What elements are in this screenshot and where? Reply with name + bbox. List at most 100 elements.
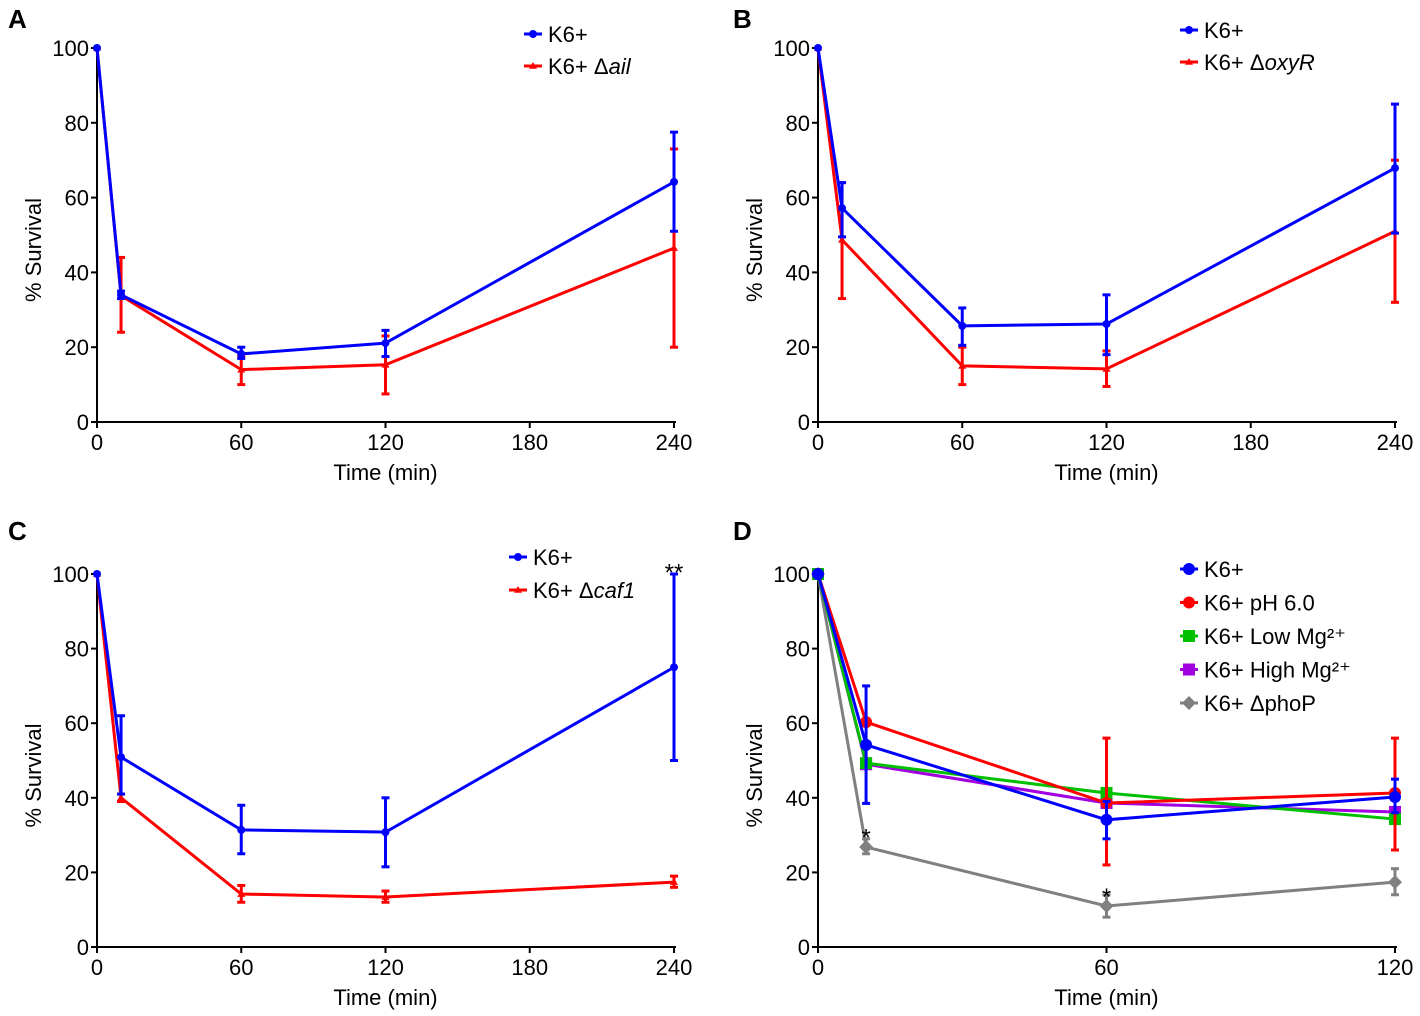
data-point: [859, 840, 874, 855]
data-point: [93, 44, 101, 52]
x-tick-label: 0: [91, 430, 103, 455]
data-point: [381, 360, 390, 368]
y-tick-label: 80: [786, 111, 810, 136]
data-point: [1389, 791, 1401, 804]
legend-item: K6+ ΔoxyR: [1180, 50, 1315, 75]
data-point: [381, 339, 390, 348]
y-tick-label: 20: [65, 335, 89, 360]
y-tick-label: 40: [786, 260, 810, 285]
series-line: [816, 573, 1396, 822]
series-line: [95, 47, 675, 356]
y-tick-label: 60: [65, 711, 89, 736]
panel-D: D 0 20 40 60 80 100 0 60 120 Time (min) % Survival K…: [733, 516, 1413, 1010]
y-tick-label: 20: [786, 860, 810, 885]
data-point: [838, 235, 847, 243]
data-point: [1102, 320, 1111, 329]
x-tick-label: 240: [1377, 430, 1414, 455]
data-point: [1391, 164, 1399, 173]
legend-marker: [1183, 563, 1195, 575]
y-axis-title: % Survival: [742, 724, 767, 828]
data-point: [117, 753, 126, 762]
series-0: [93, 44, 678, 360]
x-tick-label: 180: [511, 430, 548, 455]
x-axis-title: Time (min): [333, 985, 437, 1010]
legend-label: K6+ High Mg²⁺: [1204, 658, 1351, 683]
x-tick-label: 120: [1088, 430, 1125, 455]
x-tick-label: 0: [812, 430, 824, 455]
series-line: [816, 573, 1396, 805]
series-0: [812, 568, 1401, 841]
legend-item: K6+ High Mg²⁺: [1180, 658, 1351, 683]
series-line: [816, 573, 1396, 821]
legend-label: K6+ pH 6.0: [1204, 591, 1315, 616]
legend-marker: [1183, 630, 1195, 642]
x-tick-label: 240: [656, 955, 693, 980]
x-axis-title: Time (min): [333, 460, 437, 485]
panel-B: B 0 20 40 60 80 100 0 60 120 180 240 Time (min) % Sur…: [733, 4, 1413, 485]
legend-marker: [514, 553, 522, 561]
data-point: [117, 793, 126, 801]
y-axis-title: % Survival: [21, 198, 46, 302]
series-0: [93, 570, 678, 869]
legend-marker: [1183, 596, 1195, 609]
x-tick-label: 60: [229, 430, 253, 455]
legend-item: K6+ Δcaf1: [509, 578, 635, 603]
data-point: [1388, 875, 1402, 890]
significance-annotation: **: [665, 560, 684, 587]
legend-item: K6+ Low Mg²⁺: [1180, 624, 1346, 649]
x-tick-label: 180: [1232, 430, 1269, 455]
legend-marker: [1182, 696, 1196, 710]
y-tick-label: 0: [798, 935, 810, 960]
panel-C: C 0 20 40 60 80 100 0 60 120 180 240 Time (min) % Sur…: [8, 516, 692, 1010]
y-tick-label: 20: [65, 860, 89, 885]
y-tick-label: 0: [798, 410, 810, 435]
y-tick-label: 100: [773, 562, 810, 587]
y-tick-label: 0: [77, 410, 89, 435]
y-tick-label: 100: [52, 562, 89, 587]
data-point: [670, 177, 678, 186]
y-tick-label: 100: [52, 36, 89, 61]
y-tick-label: 80: [65, 111, 89, 136]
x-tick-label: 240: [656, 430, 693, 455]
data-point: [381, 828, 390, 837]
legend-item: K6+ pH 6.0: [1180, 591, 1315, 616]
y-tick-label: 40: [786, 786, 810, 811]
y-tick-label: 60: [786, 186, 810, 211]
series-line: [95, 573, 675, 834]
y-tick-label: 80: [65, 637, 89, 662]
x-tick-label: 60: [950, 430, 974, 455]
legend-label: K6+: [1204, 18, 1244, 43]
legend-marker: [514, 586, 522, 593]
data-point: [117, 290, 126, 299]
data-point: [670, 878, 678, 885]
series-line: [816, 47, 1396, 328]
legend-item: K6+: [524, 22, 588, 47]
data-point: [237, 349, 246, 358]
significance-annotation: *: [1102, 884, 1111, 911]
y-axis-title: % Survival: [21, 724, 46, 828]
y-tick-label: 0: [77, 935, 89, 960]
legend-item: K6+: [1180, 557, 1244, 582]
data-point: [237, 825, 246, 834]
legend-marker: [1183, 663, 1195, 676]
y-axis-title: % Survival: [742, 198, 767, 302]
y-tick-label: 60: [786, 711, 810, 736]
panel-A: A 0 20 40 60 80 100 0 60 120 180 240 Time (min) % Sur…: [8, 4, 692, 485]
legend-label: K6+ ΔoxyR: [1204, 50, 1315, 75]
legend-marker: [529, 62, 537, 69]
y-tick-label: 80: [786, 637, 810, 662]
legend-label: K6+: [533, 545, 573, 570]
legend-item: K6+ Δail: [524, 54, 632, 79]
legend-label: K6+ Low Mg²⁺: [1204, 624, 1346, 649]
y-tick-label: 60: [65, 186, 89, 211]
x-tick-label: 120: [1377, 955, 1414, 980]
legend-item: K6+ ΔphoP: [1180, 691, 1316, 716]
data-point: [670, 663, 678, 672]
x-tick-label: 0: [812, 955, 824, 980]
x-tick-label: 120: [367, 430, 404, 455]
data-point: [958, 361, 967, 369]
significance-annotation: *: [861, 824, 870, 851]
data-point: [670, 244, 678, 251]
data-point: [1102, 364, 1111, 372]
